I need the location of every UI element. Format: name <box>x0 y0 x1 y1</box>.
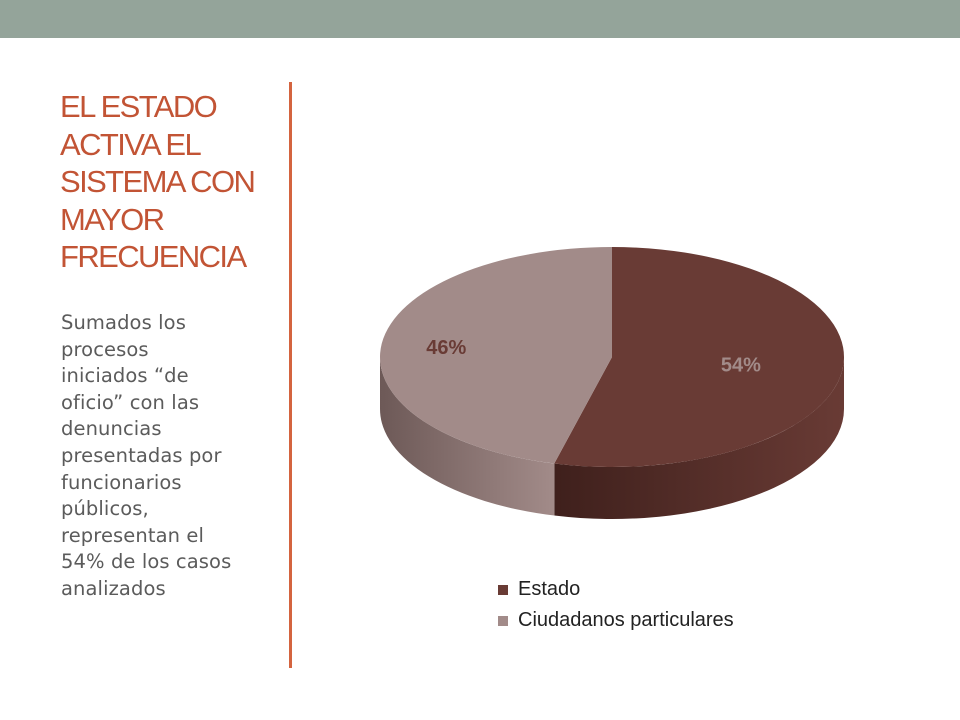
pie-slice-ciudadanos-particulares <box>379 247 612 464</box>
vertical-divider <box>289 82 292 668</box>
body-text-line: iniciados “de <box>61 364 189 388</box>
slide-title-line: EL ESTADO <box>60 89 218 124</box>
legend-label: Ciudadanos particulares <box>518 609 734 631</box>
body-text-line: denuncias <box>61 417 162 441</box>
chart-legend: Estado Ciudadanos particulares <box>498 574 734 636</box>
body-text-line: presentadas por <box>61 443 222 467</box>
body-text-line: analizados <box>61 576 166 600</box>
body-text: Sumados los procesos iniciados “de ofici… <box>61 310 276 603</box>
pie-data-label: 54% <box>721 355 761 377</box>
legend-swatch <box>498 615 508 626</box>
body-text-line: funcionarios <box>61 470 182 494</box>
body-text-line: procesos <box>61 337 149 361</box>
body-text-line: representan el <box>61 523 205 547</box>
slide-title: EL ESTADO ACTIVA EL SISTEMA CON MAYOR FR… <box>60 88 280 276</box>
body-text-line: públicos, <box>61 497 149 521</box>
pie-slice-estado <box>554 247 844 467</box>
legend-item-ciudadanos-particulares: Ciudadanos particulares <box>498 605 734 636</box>
slide-title-line: SISTEMA CON <box>60 164 256 199</box>
pie-slice-side-ciudadanos-particulares <box>380 357 555 516</box>
top-bar <box>0 0 960 38</box>
pie-slice-side-estado <box>554 357 845 519</box>
slide-title-line: MAYOR <box>60 201 165 237</box>
body-text-line: Sumados los <box>61 311 186 334</box>
legend-swatch <box>498 584 508 595</box>
legend-label: Estado <box>518 578 581 600</box>
slide-title-line: FRECUENCIA <box>60 239 247 274</box>
body-text-line: oficio” con las <box>61 390 200 414</box>
legend-item-estado: Estado <box>498 574 734 605</box>
body-text-line: 54% de los casos <box>61 550 232 574</box>
slide-title-line: ACTIVA EL <box>60 126 202 162</box>
pie-data-label: 46% <box>426 337 466 359</box>
